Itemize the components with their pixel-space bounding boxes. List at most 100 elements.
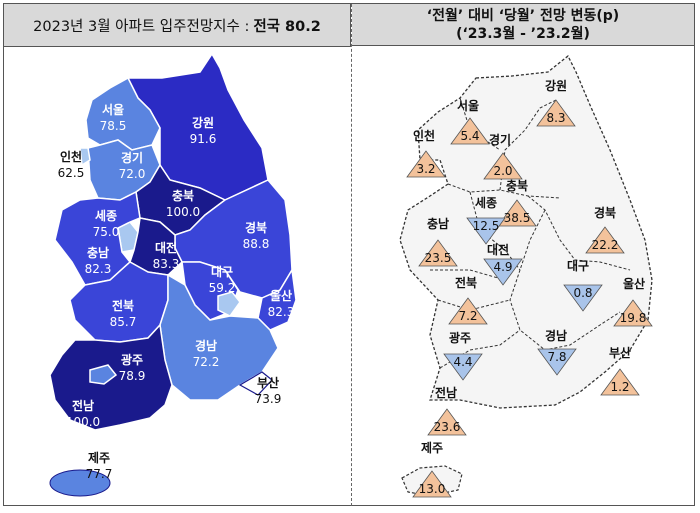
change-map-region-name: 경남 bbox=[545, 328, 567, 343]
region-daegu-inner bbox=[217, 291, 241, 317]
index-map-region-value: 83.3 bbox=[153, 257, 180, 271]
increase-triangle-icon bbox=[497, 199, 537, 227]
increase-triangle-icon bbox=[406, 150, 446, 178]
change-map-region-name: 제주 bbox=[421, 441, 443, 455]
change-map-region-name: 전북 bbox=[455, 275, 477, 290]
change-map-region-name: 강원 bbox=[545, 79, 567, 93]
index-map-region-value: 100.0 bbox=[66, 415, 100, 429]
change-map-region-name: 울산 bbox=[623, 276, 645, 291]
increase-triangle-icon bbox=[600, 368, 640, 396]
index-map-region-name: 경남 bbox=[195, 338, 217, 353]
change-map-region-name: 경기 bbox=[489, 132, 511, 147]
index-map-region-name: 전북 bbox=[112, 298, 134, 313]
right-header-line2: (‘23.3월 - ’23.2월) bbox=[456, 26, 590, 42]
change-map-region-name: 세종 bbox=[475, 195, 497, 210]
region-incheon bbox=[79, 147, 91, 167]
region-gwangju bbox=[89, 364, 118, 385]
index-map-region-value: 77.7 bbox=[86, 467, 113, 481]
change-map-region-value: 1.2 bbox=[610, 380, 629, 394]
change-map-region-name: 충남 bbox=[427, 216, 449, 231]
index-map-region-value: 72.0 bbox=[119, 167, 146, 181]
index-map-region-value: 88.8 bbox=[243, 237, 270, 251]
change-map-region-name: 대전 bbox=[487, 242, 509, 257]
increase-triangle-icon bbox=[427, 408, 467, 436]
change-map-region-name: 부산 bbox=[609, 345, 631, 360]
index-map-region-value: 73.9 bbox=[255, 392, 282, 406]
change-map-region-value: 2.0 bbox=[493, 164, 512, 178]
change-map-region-name: 서울 bbox=[457, 98, 479, 113]
index-map-region-name: 강원 bbox=[192, 116, 214, 130]
index-map-region-value: 78.9 bbox=[119, 369, 146, 383]
increase-triangle-icon bbox=[448, 297, 488, 325]
increase-triangle-icon bbox=[585, 226, 625, 254]
change-map-borders bbox=[430, 97, 631, 369]
index-map-region-value: 82.3 bbox=[268, 305, 295, 319]
index-map-region-name: 서울 bbox=[102, 102, 124, 117]
change-map: 서울 5.4 강원 8.3 인천 3.2 경기 2.0충북 38.5 세종 12.5 경북 22.2 충남… bbox=[399, 54, 653, 498]
index-map-region-name: 대전 bbox=[155, 240, 177, 255]
index-map-region-name: 대구 bbox=[211, 265, 233, 279]
index-map-region-name: 경북 bbox=[245, 221, 267, 235]
index-map: 서울 78.5 강원 91.6 인천 62.5 경기 72.0 충북 100.0 세종 75.0 경북 8… bbox=[49, 52, 297, 497]
change-map-region-value: 13.0 bbox=[419, 482, 446, 496]
index-map-region-value: 78.5 bbox=[100, 119, 127, 133]
change-map-region-name: 대구 bbox=[567, 259, 589, 273]
index-map-region-name: 울산 bbox=[270, 288, 292, 303]
left-header-title: 2023년 3월 아파트 입주전망지수 : bbox=[33, 18, 250, 35]
decrease-triangle-icon bbox=[537, 348, 577, 376]
right-header-line1: ‘전월’ 대비 ‘당월’ 전망 변동(p) bbox=[426, 8, 620, 24]
change-map-region-value: 23.6 bbox=[434, 420, 461, 434]
index-map-region-name: 충북 bbox=[172, 188, 194, 203]
index-map-region-name: 전남 bbox=[72, 398, 94, 413]
index-map-region-name: 세종 bbox=[95, 208, 117, 223]
change-map-region-value: 5.4 bbox=[460, 129, 479, 143]
figure-frame bbox=[3, 3, 695, 506]
increase-triangle-icon bbox=[483, 152, 523, 180]
index-map-region-name: 제주 bbox=[88, 451, 110, 465]
change-map-region-value: 12.5 bbox=[473, 219, 500, 233]
change-map-region-value: 19.8 bbox=[620, 311, 647, 325]
change-map-region-name: 인천 bbox=[413, 128, 435, 143]
change-map-region-value: 4.4 bbox=[453, 355, 472, 369]
change-map-region-name: 광주 bbox=[449, 330, 471, 345]
change-map-region-value: 8.3 bbox=[546, 111, 565, 125]
change-map-region-value: 7.8 bbox=[547, 350, 566, 364]
index-map-region-name: 경기 bbox=[121, 150, 143, 165]
index-map-region-name: 부산 bbox=[257, 375, 279, 390]
change-map-region-name: 전남 bbox=[435, 385, 457, 400]
change-map-region-name: 경북 bbox=[594, 206, 616, 220]
change-map-region-value: 38.5 bbox=[504, 211, 531, 225]
change-map-region-value: 4.9 bbox=[493, 260, 512, 274]
region-jeju bbox=[49, 469, 111, 497]
decrease-triangle-icon bbox=[443, 353, 483, 381]
left-panel-header: 2023년 3월 아파트 입주전망지수 : 전국 80.2 bbox=[4, 4, 351, 47]
index-map-region-value: 91.6 bbox=[190, 132, 217, 146]
index-map-region-value: 85.7 bbox=[110, 315, 137, 329]
change-map-region-value: 3.2 bbox=[416, 162, 435, 176]
national-index: 전국 80.2 bbox=[253, 18, 321, 35]
index-map-region-value: 72.2 bbox=[193, 355, 220, 369]
change-map-region-value: 22.2 bbox=[592, 238, 619, 252]
increase-triangle-icon bbox=[536, 99, 576, 127]
region-busan bbox=[238, 371, 273, 396]
index-map-region-value: 82.3 bbox=[85, 262, 112, 276]
index-map-region-name: 광주 bbox=[121, 352, 143, 367]
change-map-region-value: 0.8 bbox=[573, 286, 592, 300]
increase-triangle-icon bbox=[412, 470, 452, 498]
index-map-region-name: 충남 bbox=[87, 245, 109, 260]
increase-triangle-icon bbox=[418, 239, 458, 267]
index-map-region-value: 59.2 bbox=[209, 281, 236, 295]
increase-triangle-icon bbox=[613, 299, 653, 327]
index-map-region-value: 75.0 bbox=[93, 225, 120, 239]
increase-triangle-icon bbox=[450, 117, 490, 145]
region-chungnam bbox=[54, 190, 141, 286]
decrease-triangle-icon bbox=[483, 258, 523, 286]
right-panel-header: ‘전월’ 대비 ‘당월’ 전망 변동(p) (‘23.3월 - ’23.2월) bbox=[352, 4, 694, 46]
index-map-region-value: 100.0 bbox=[166, 205, 200, 219]
index-map-region-value: 62.5 bbox=[58, 166, 85, 180]
panel-divider bbox=[351, 4, 352, 506]
change-map-region-value: 23.5 bbox=[425, 251, 452, 265]
decrease-triangle-icon bbox=[563, 284, 603, 312]
change-map-region-name: 충북 bbox=[506, 178, 528, 193]
